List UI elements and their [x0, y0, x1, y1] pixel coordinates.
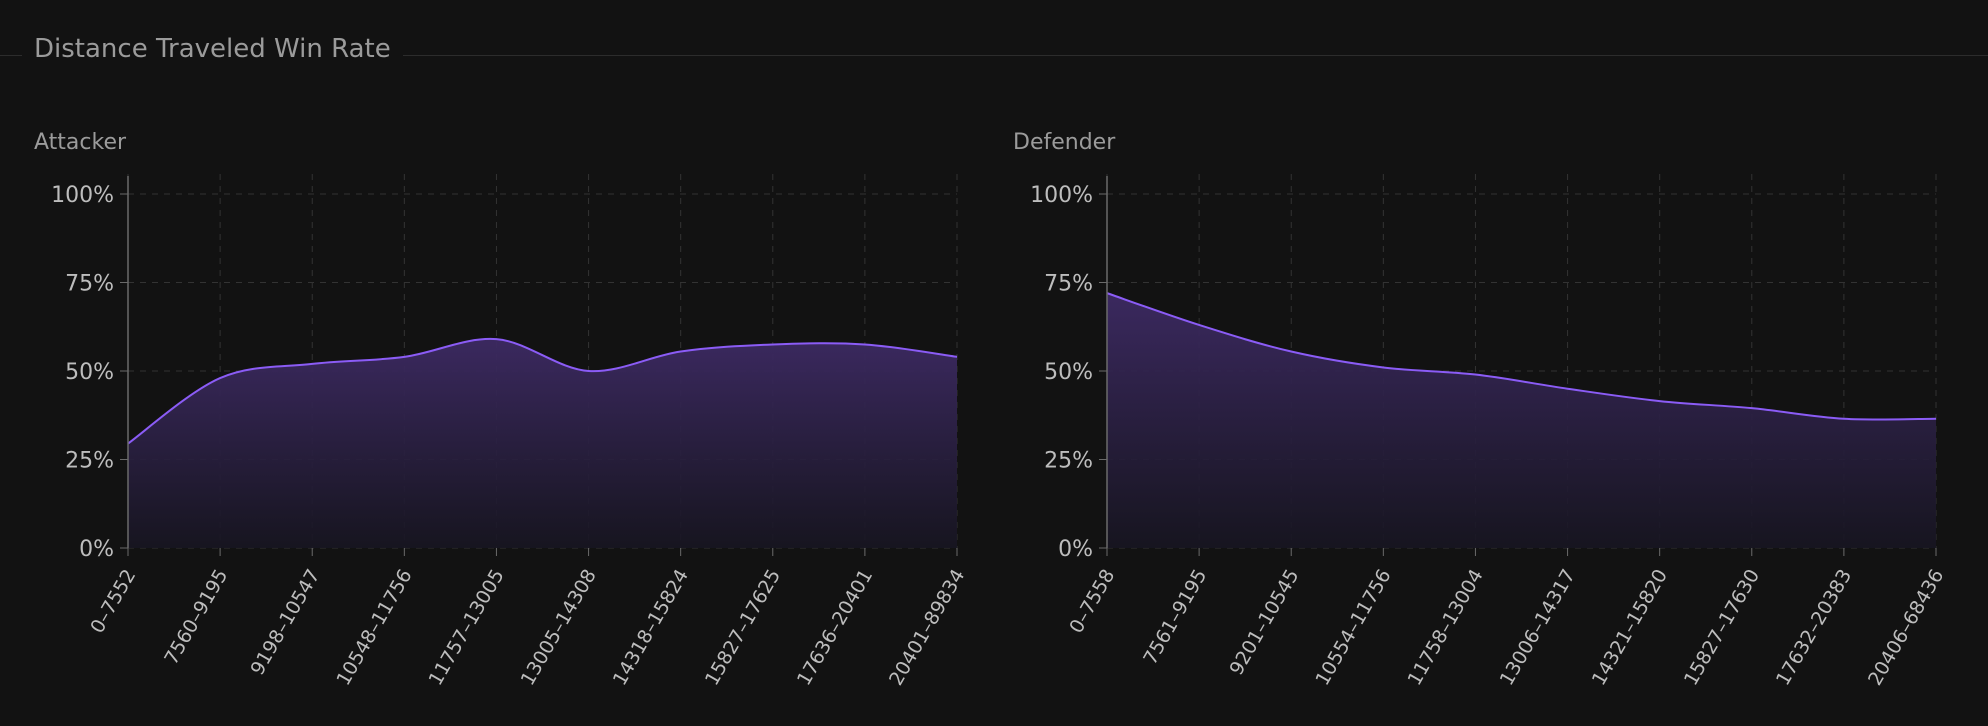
data-point[interactable]: [1749, 405, 1755, 411]
area-fill: [1107, 293, 1936, 548]
x-tick-label: 9198–10547: [246, 566, 324, 679]
data-point[interactable]: [1841, 416, 1847, 422]
series-line: [1106, 292, 1937, 421]
series-line: [127, 337, 958, 445]
x-tick-label: 15827–17630: [1680, 566, 1764, 690]
x-tick-label: 7560–9195: [160, 566, 232, 669]
defender-chart-title: Defender: [1013, 130, 1116, 155]
attacker-chart-title: Attacker: [34, 130, 127, 155]
data-point[interactable]: [586, 368, 592, 374]
data-point[interactable]: [678, 349, 684, 355]
data-point[interactable]: [954, 354, 960, 360]
x-tick-label: 14321–15820: [1588, 566, 1672, 690]
y-tick-label: 50%: [1044, 360, 1093, 385]
x-tick-label: 10554–11756: [1311, 566, 1395, 690]
y-tick-label: 0%: [1058, 537, 1093, 562]
section-title: Distance Traveled Win Rate: [22, 34, 403, 64]
defender-chart: 0% 25% 50% 75% 100% 0–7558 7561–9195 9201–10545…: [1030, 174, 1948, 689]
data-point[interactable]: [1380, 364, 1386, 370]
y-tick-label: 100%: [51, 183, 114, 208]
data-point[interactable]: [1196, 322, 1202, 328]
x-tick-label: 0–7558: [1065, 566, 1119, 638]
x-tick-label: 11757–13005: [425, 566, 509, 690]
y-tick-label: 25%: [1044, 449, 1093, 474]
x-tick-label: 17632–20383: [1772, 566, 1856, 690]
section-divider: [0, 55, 1988, 56]
data-point[interactable]: [309, 361, 315, 367]
x-tick-label: 10548–11756: [332, 566, 416, 690]
data-point[interactable]: [217, 375, 223, 381]
y-tick-label: 0%: [79, 537, 114, 562]
data-point[interactable]: [493, 336, 499, 342]
area-fill: [128, 338, 957, 548]
data-point[interactable]: [1657, 398, 1663, 404]
y-tick-label: 25%: [65, 449, 114, 474]
attacker-chart: 0% 25% 50% 75% 100% 0–7552 7560–9195 9198–10547…: [51, 174, 969, 689]
data-point[interactable]: [401, 354, 407, 360]
x-tick-label: 9201–10545: [1225, 566, 1303, 679]
x-tick-label: 17636–20401: [793, 566, 877, 690]
x-tick-label: 0–7552: [86, 566, 140, 638]
data-point[interactable]: [1933, 416, 1939, 422]
data-point[interactable]: [770, 341, 776, 347]
x-tick-label: 20401–89834: [885, 566, 969, 690]
x-tick-label: 15827–17625: [701, 566, 785, 690]
data-point[interactable]: [1565, 386, 1571, 392]
x-tick-label: 13005–14308: [517, 566, 601, 690]
y-tick-label: 50%: [65, 360, 114, 385]
y-tick-label: 75%: [65, 272, 114, 297]
x-tick-label: 20406–68436: [1864, 566, 1948, 690]
x-tick-label: 13006–14317: [1496, 566, 1580, 690]
x-tick-label: 14318–15824: [609, 566, 693, 690]
x-tick-label: 7561–9195: [1139, 566, 1211, 669]
x-tick-label: 11758–13004: [1404, 566, 1488, 690]
data-point[interactable]: [862, 341, 868, 347]
y-tick-label: 75%: [1044, 272, 1093, 297]
data-point[interactable]: [1472, 372, 1478, 378]
y-tick-label: 100%: [1030, 183, 1093, 208]
data-point[interactable]: [1288, 349, 1294, 355]
